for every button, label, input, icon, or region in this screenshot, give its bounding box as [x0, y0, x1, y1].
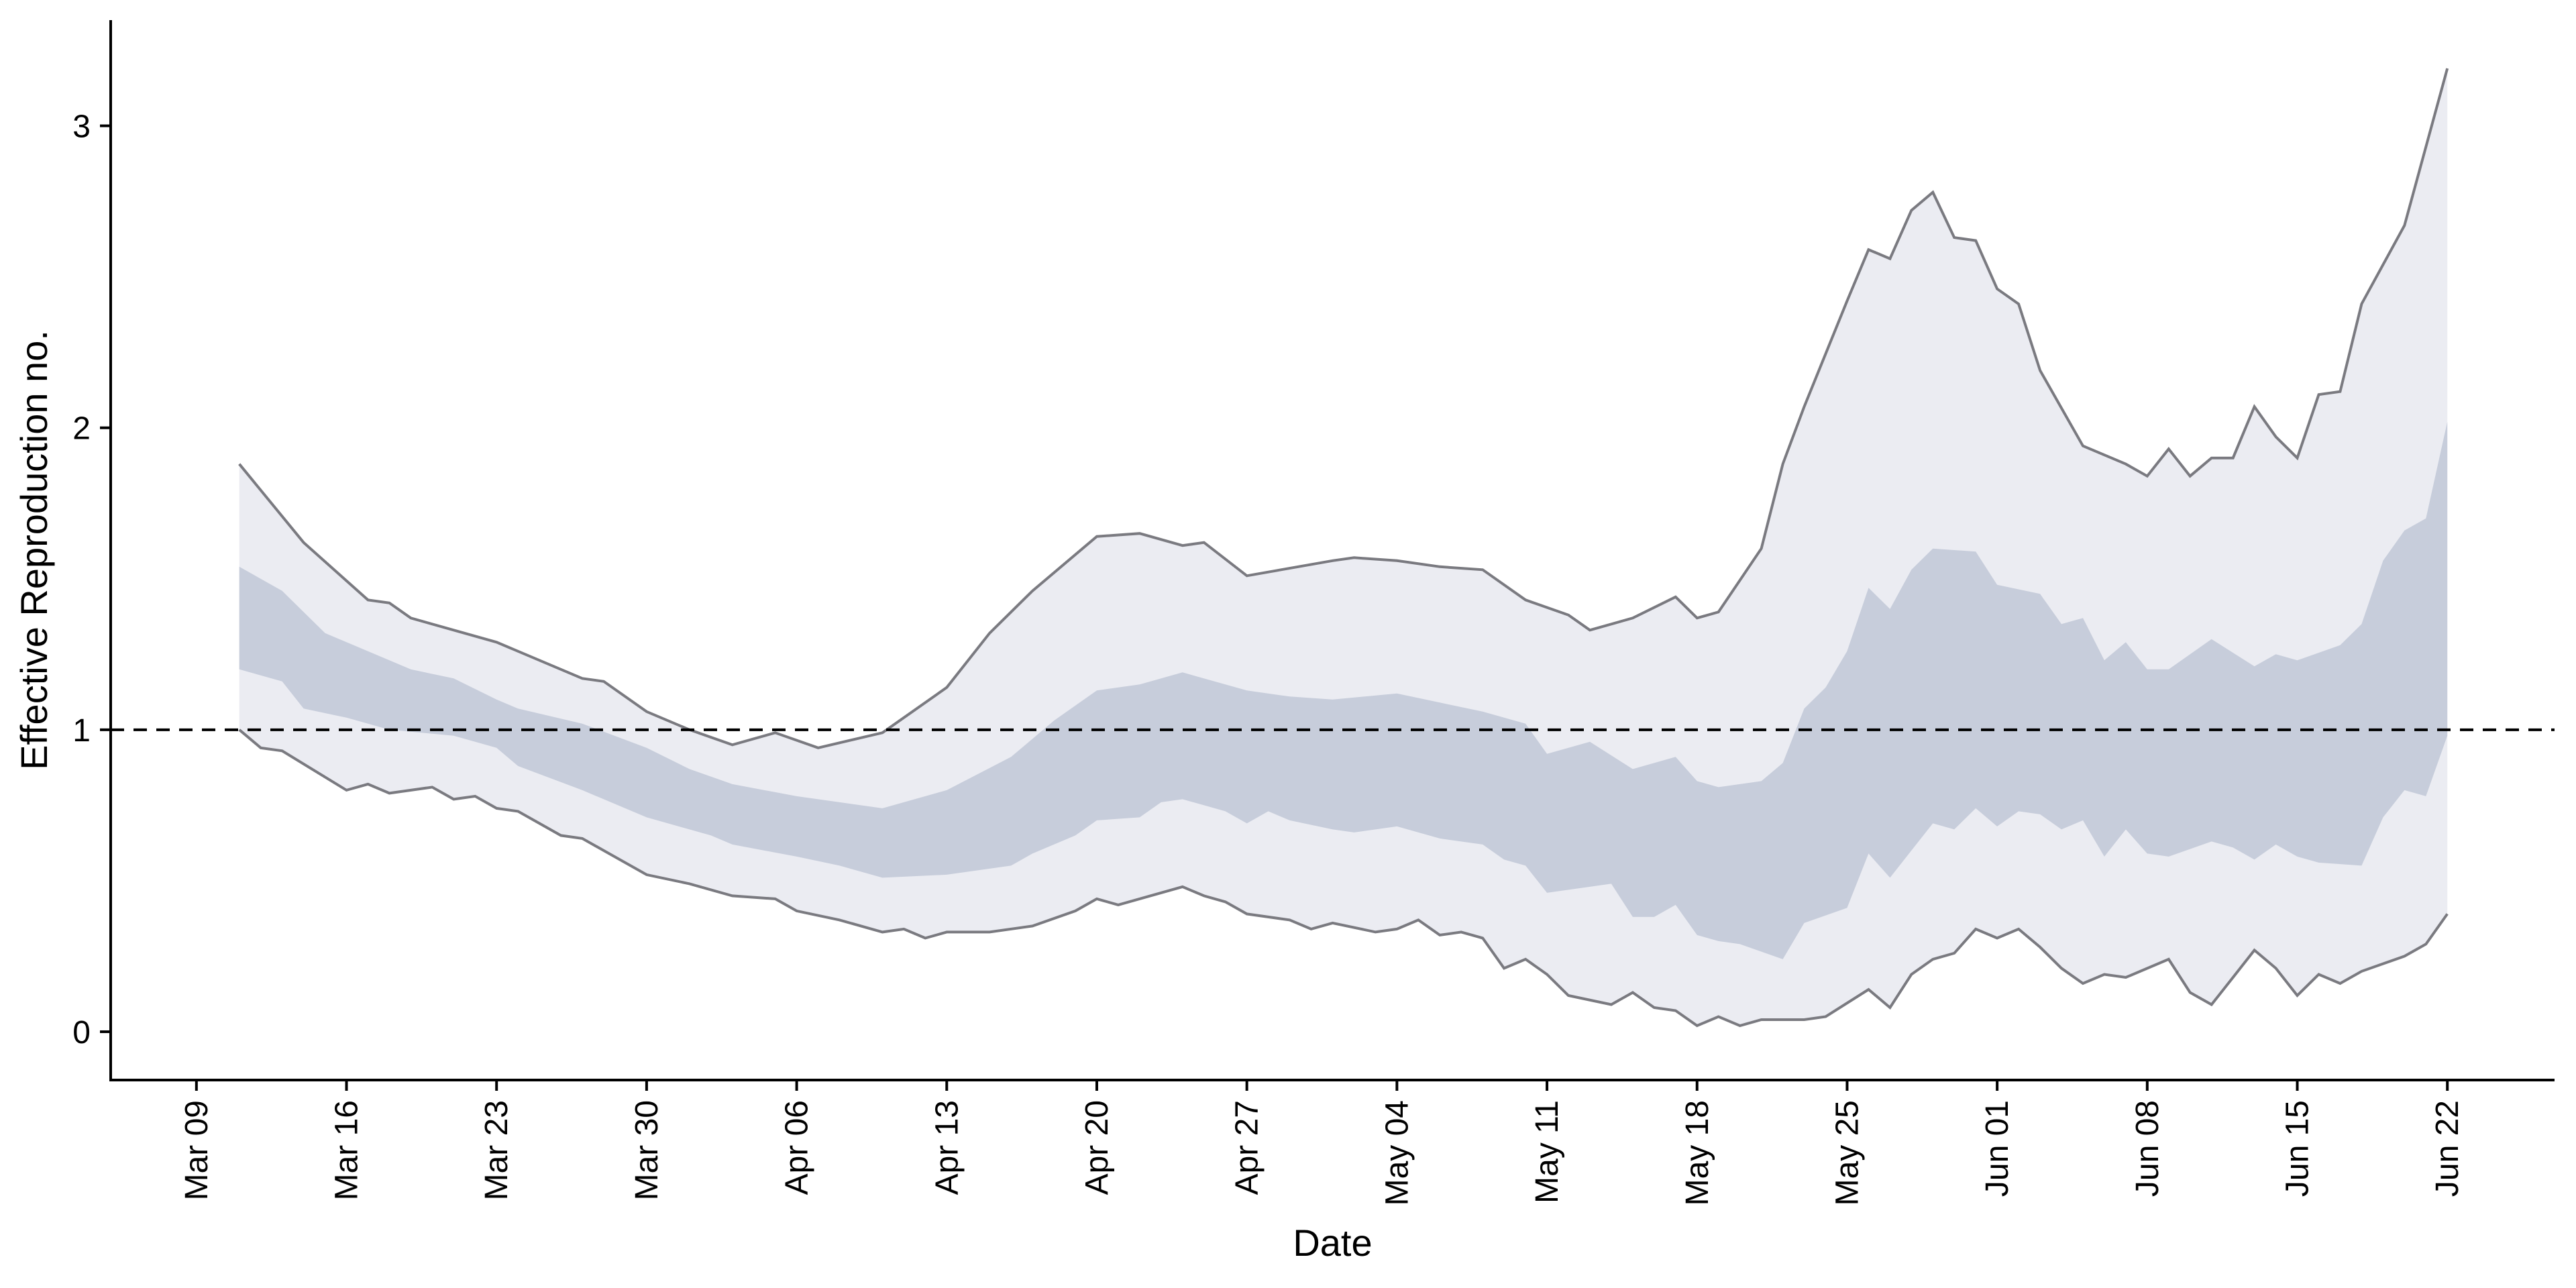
x-tick-label: Mar 16 [329, 1100, 365, 1200]
x-tick-label: Mar 09 [179, 1100, 215, 1200]
outer-credible-band [239, 68, 2448, 1026]
y-axis-title: Effective Reproduction no. [13, 330, 55, 770]
x-tick-label: Apr 20 [1079, 1100, 1115, 1195]
inner-credible-band [239, 421, 2448, 959]
x-tick-label: Jun 15 [2280, 1100, 2316, 1197]
x-tick-label: Apr 27 [1230, 1100, 1265, 1195]
x-tick-label: May 04 [1379, 1100, 1415, 1205]
x-tick-label: Apr 06 [780, 1100, 815, 1195]
x-tick-label: May 18 [1680, 1100, 1715, 1205]
x-tick-label: Jun 08 [2130, 1100, 2165, 1197]
x-tick-label: May 11 [1529, 1100, 1565, 1203]
x-tick-label: Mar 23 [479, 1100, 515, 1200]
y-axis-ticks: 0 1 2 3 [72, 109, 111, 1051]
y-tick-label: 0 [72, 1015, 91, 1051]
x-tick-label: Mar 30 [629, 1100, 665, 1200]
y-tick-label: 2 [72, 411, 91, 447]
x-tick-label: May 25 [1829, 1100, 1865, 1205]
y-tick-label: 1 [72, 713, 91, 749]
x-tick-label: Apr 13 [929, 1100, 965, 1195]
outer-lower-bound-line [238, 729, 2449, 1028]
y-tick-label: 3 [72, 109, 91, 145]
x-tick-label: Jun 22 [2430, 1100, 2465, 1197]
axes: 0 1 2 3 Mar 09 Mar 16 Mar 23 Mar 30 Apr 06 Apr 1… [72, 20, 2555, 1205]
x-axis-ticks: Mar 09 Mar 16 Mar 23 Mar 30 Apr 06 Apr 13 Apr … [179, 1080, 2465, 1205]
plot-area [111, 68, 2555, 1028]
outer-upper-bound-line [238, 68, 2449, 749]
x-axis-title: Date [1293, 1222, 1372, 1264]
x-tick-label: Jun 01 [1980, 1100, 2015, 1197]
